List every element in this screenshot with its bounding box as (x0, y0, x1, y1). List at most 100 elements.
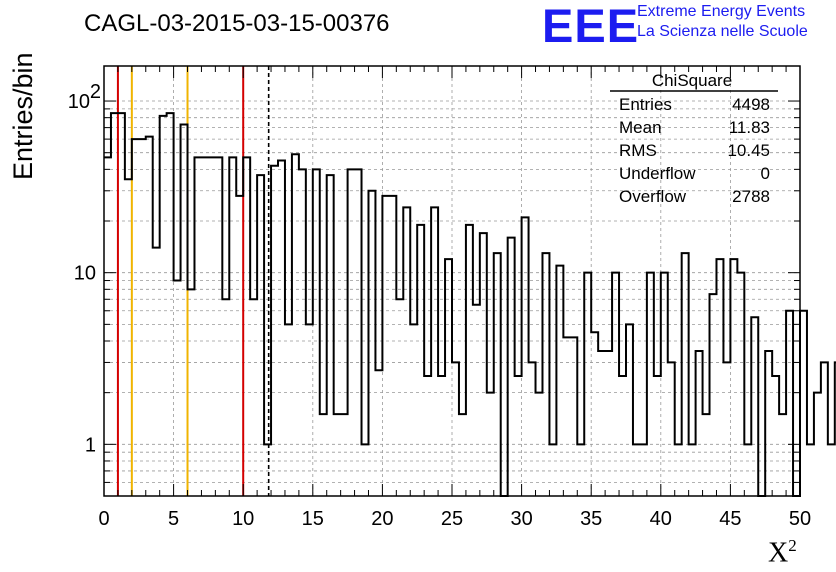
histogram-bin (570, 337, 577, 496)
x-tick-label: 5 (168, 508, 179, 530)
histogram-bin (139, 139, 146, 496)
histogram-bin (598, 351, 605, 496)
x-ticks: 0 5 10 15 20 25 30 35 40 45 50 (98, 66, 811, 530)
histogram-bin (334, 414, 341, 496)
histogram-bin (410, 324, 417, 496)
histogram-bin (612, 273, 619, 496)
histogram-bin (438, 376, 445, 496)
histogram-bin (682, 253, 689, 496)
histogram-bin (786, 311, 793, 496)
x-tick-label: 25 (441, 508, 463, 530)
stats-title: ChiSquare (652, 71, 732, 90)
histogram-bin (619, 376, 626, 496)
histogram-bin (487, 393, 494, 496)
histogram-bin (563, 337, 570, 496)
y-tick-label: 10 (68, 91, 90, 113)
stats-row-label: Overflow (619, 187, 687, 206)
histogram-bin (389, 196, 396, 496)
histogram-bin (348, 169, 355, 496)
histogram-bin (355, 169, 362, 496)
histogram-bin (556, 266, 563, 496)
histogram-bin (278, 161, 285, 496)
histogram-bin (605, 351, 612, 496)
histogram-bin (111, 113, 118, 496)
x-tick-label: 35 (580, 508, 602, 530)
histogram-bin (737, 273, 744, 496)
histogram-bin (431, 207, 438, 496)
grid-lines (104, 66, 800, 496)
stats-row-value: 2788 (732, 187, 770, 206)
x-tick-label: 40 (650, 508, 672, 530)
histogram-bin (661, 273, 668, 496)
histogram-bin (591, 332, 598, 496)
histogram-bin (167, 113, 174, 496)
x-tick-label: 10 (232, 508, 254, 530)
histogram-bin (201, 157, 208, 496)
histogram-bin (285, 324, 292, 496)
histogram-bin (320, 414, 327, 496)
logo-line-1: Extreme Energy Events (637, 3, 806, 20)
histogram-bin (668, 362, 675, 496)
histogram-bin (703, 414, 710, 496)
histogram-bin (710, 294, 717, 496)
histogram-bin (640, 444, 647, 496)
eee-logo: EEE (542, 0, 640, 52)
x-tick-label: 15 (302, 508, 324, 530)
histogram-bin (236, 196, 243, 496)
histogram-bin (821, 362, 828, 496)
histogram-bin (696, 351, 703, 496)
histogram-bin (515, 376, 522, 496)
logo-line-2: La Scienza nelle Scuole (637, 23, 808, 40)
histogram-bin (452, 362, 459, 496)
histogram-bin (577, 444, 584, 496)
histogram-bin (215, 157, 222, 496)
histogram-bin (375, 370, 382, 496)
histogram-bin (626, 324, 633, 496)
histogram-bin (633, 444, 640, 496)
x-axis-label-superscript: 2 (788, 536, 797, 555)
histogram-bin (125, 179, 132, 496)
histogram-bin (250, 299, 257, 496)
histogram-bin (549, 444, 556, 496)
stats-row-label: RMS (619, 141, 657, 160)
histogram-bin (194, 157, 201, 496)
histogram-bin (104, 157, 111, 496)
stats-row-value: 11.83 (729, 118, 770, 137)
histogram-bin (529, 362, 536, 496)
histogram-bin (814, 393, 821, 496)
histogram-bin (146, 137, 153, 496)
histogram-bin (744, 444, 751, 496)
histogram-bin (807, 444, 814, 496)
histogram-bin (341, 414, 348, 496)
histogram-bin (229, 157, 236, 496)
histogram-bin (828, 444, 835, 496)
histogram-bin (445, 259, 452, 496)
histogram-bin (403, 207, 410, 496)
histogram-bin (118, 113, 125, 496)
histogram-bins (104, 112, 836, 497)
histogram-bin (584, 273, 591, 496)
histogram-bin (306, 324, 313, 496)
x-axis-label-base: X (768, 537, 789, 569)
histogram-bin (751, 317, 758, 496)
histogram-bin (257, 175, 264, 496)
y-tick-label-exponent: 2 (90, 81, 101, 103)
stats-rows: Entries 4498 Mean 11.83 RMS 10.45 Underflow 0 Ov… (619, 95, 770, 206)
histogram-bin (313, 169, 320, 496)
histogram-bin (222, 299, 229, 496)
x-axis-label: X2 (768, 536, 797, 569)
histogram-bin (299, 169, 306, 496)
histogram-bin (647, 273, 654, 496)
x-tick-label: 50 (789, 508, 811, 530)
histogram-bin (132, 139, 139, 496)
histogram-bin (723, 362, 730, 496)
x-tick-label: 30 (510, 508, 532, 530)
histogram-bin (716, 259, 723, 496)
histogram-bin (542, 253, 549, 496)
histogram-bin (417, 225, 424, 496)
histogram-bin (536, 393, 543, 496)
y-tick-label: 10 (74, 263, 96, 285)
y-tick-label: 1 (85, 434, 96, 456)
